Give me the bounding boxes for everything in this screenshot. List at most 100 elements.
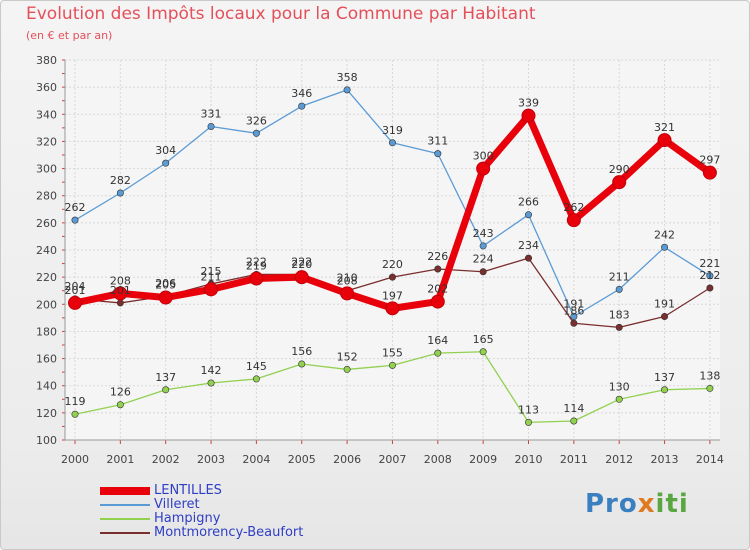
data-label: 297 — [699, 154, 720, 167]
data-point — [388, 273, 396, 281]
data-point — [434, 150, 442, 158]
data-label: 145 — [246, 360, 267, 373]
data-label: 202 — [427, 283, 448, 296]
data-point — [479, 242, 487, 250]
data-label: 311 — [427, 135, 448, 148]
data-label: 186 — [563, 304, 584, 317]
data-label: 137 — [155, 371, 176, 384]
y-tick-label: 340 — [36, 108, 57, 121]
data-label: 234 — [518, 239, 539, 252]
y-tick-label: 240 — [36, 244, 57, 257]
data-label: 206 — [155, 277, 176, 290]
data-label: 201 — [110, 284, 131, 297]
data-label: 319 — [382, 124, 403, 137]
x-tick-label: 2000 — [61, 453, 89, 466]
data-point — [524, 418, 532, 426]
data-point — [162, 159, 170, 167]
brand-part-1: Pro — [585, 489, 638, 519]
x-tick-label: 2011 — [560, 453, 588, 466]
data-label: 137 — [654, 371, 675, 384]
legend-swatch — [100, 532, 150, 534]
data-point — [434, 349, 442, 357]
data-point — [524, 254, 532, 262]
data-label: 224 — [473, 253, 494, 266]
data-label: 262 — [65, 201, 86, 214]
chart-title: Evolution des Impôts locaux pour la Comm… — [26, 4, 536, 24]
data-point — [116, 299, 124, 307]
data-point — [566, 213, 581, 228]
data-point — [249, 271, 264, 286]
legend-label: Montmorency-Beaufort — [154, 525, 304, 540]
data-label: 155 — [382, 346, 403, 359]
data-point — [570, 312, 578, 320]
brand-part-2: x — [637, 489, 656, 519]
y-tick-label: 380 — [36, 54, 57, 67]
data-label: 197 — [382, 289, 403, 302]
legend-swatch — [100, 487, 150, 495]
data-point — [615, 285, 623, 293]
x-tick-label: 2014 — [696, 453, 724, 466]
data-label: 212 — [699, 269, 720, 282]
data-point — [207, 379, 215, 387]
grid — [65, 59, 720, 441]
x-tick-label: 2012 — [605, 453, 633, 466]
data-label: 321 — [654, 121, 675, 134]
data-point — [434, 265, 442, 273]
data-label: 156 — [291, 345, 312, 358]
data-point — [385, 301, 400, 316]
data-point — [615, 395, 623, 403]
data-point — [113, 286, 128, 301]
y-tick-label: 280 — [36, 190, 57, 203]
data-label: 266 — [518, 196, 539, 209]
y-tick-label: 100 — [36, 434, 57, 447]
data-label: 191 — [563, 298, 584, 311]
data-label: 358 — [337, 71, 358, 84]
y-tick-label: 360 — [36, 81, 57, 94]
legend-swatch — [100, 504, 150, 506]
data-label: 346 — [291, 87, 312, 100]
data-label: 219 — [246, 260, 267, 273]
data-point — [343, 365, 351, 373]
data-point — [521, 108, 536, 123]
data-label: 191 — [654, 298, 675, 311]
data-point — [207, 123, 215, 131]
data-label: 201 — [65, 284, 86, 297]
y-tick-label: 120 — [36, 407, 57, 420]
data-label: 242 — [654, 228, 675, 241]
data-point — [162, 386, 170, 394]
data-label: 215 — [201, 265, 222, 278]
data-point — [570, 417, 578, 425]
data-label: 208 — [337, 274, 358, 287]
data-label: 204 — [65, 280, 86, 293]
data-point — [615, 323, 623, 331]
y-tick-label: 260 — [36, 217, 57, 230]
y-tick-label: 140 — [36, 380, 57, 393]
data-label: 211 — [609, 270, 630, 283]
y-tick-label: 220 — [36, 271, 57, 284]
data-label: 208 — [110, 274, 131, 287]
data-label: 183 — [609, 308, 630, 321]
data-point — [706, 284, 714, 292]
x-tick-label: 2003 — [197, 453, 225, 466]
data-point — [706, 272, 714, 280]
axes: 100 120 140 160 180 200 220 240 260 280 300 320 340 3… — [36, 54, 724, 466]
data-label: 126 — [110, 386, 131, 399]
data-label: 222 — [246, 255, 267, 268]
brand-part-3: iti — [655, 489, 689, 519]
data-label: 220 — [382, 258, 403, 271]
data-point — [204, 282, 219, 297]
data-label: 164 — [427, 334, 448, 347]
data-point — [252, 129, 260, 137]
data-point — [388, 139, 396, 147]
x-tick-label: 2005 — [288, 453, 316, 466]
y-tick-label: 300 — [36, 163, 57, 176]
data-label: 290 — [609, 163, 630, 176]
data-label: 165 — [473, 333, 494, 346]
y-tick-label: 200 — [36, 298, 57, 311]
data-label: 326 — [246, 114, 267, 127]
data-point — [71, 410, 79, 418]
data-point — [476, 161, 491, 176]
data-label: 210 — [337, 272, 358, 285]
data-label: 300 — [473, 150, 494, 163]
